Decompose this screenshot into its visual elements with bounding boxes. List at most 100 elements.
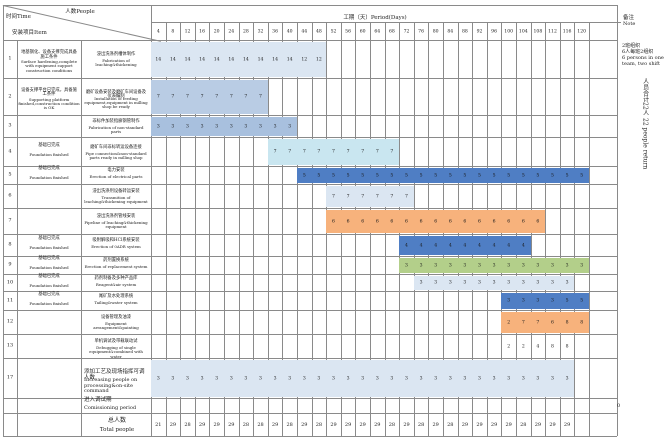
total-count: 28 bbox=[388, 421, 396, 428]
row-task-cn: 电力安装 bbox=[107, 168, 125, 173]
crew-count: 3 bbox=[507, 263, 511, 268]
crew-count: 3 bbox=[565, 376, 569, 381]
crew-count: 6 bbox=[478, 219, 481, 224]
row-item-cn: 设备支撑平台已完成，具备施工条件 bbox=[21, 87, 77, 98]
grid-vline bbox=[559, 22, 561, 436]
day-label: 40 bbox=[286, 29, 293, 35]
crew-count: 3 bbox=[405, 263, 408, 268]
day-label: 44 bbox=[301, 29, 308, 35]
grid-hline bbox=[3, 166, 617, 167]
crew-count: 3 bbox=[361, 376, 365, 381]
total-count: 29 bbox=[563, 421, 571, 428]
day-label: 84 bbox=[447, 29, 454, 35]
crew-count: 5 bbox=[361, 173, 365, 178]
total-count: 28 bbox=[417, 421, 425, 428]
crew-count: 3 bbox=[507, 376, 511, 381]
grid-vline bbox=[589, 22, 590, 436]
crew-count: 3 bbox=[288, 376, 292, 381]
crew-count: 7 bbox=[375, 149, 379, 155]
grid-hline bbox=[3, 398, 617, 399]
crew-count: 14 bbox=[272, 57, 279, 62]
total-count: 28 bbox=[184, 421, 191, 428]
crew-count: 14 bbox=[257, 57, 264, 62]
crew-count: 3 bbox=[448, 280, 452, 286]
row-item-cn: 基础已完成 bbox=[38, 273, 60, 279]
row-number: 7 bbox=[8, 217, 12, 224]
task-bar bbox=[297, 168, 589, 183]
row-task-en: Debugging of single equipment&combined w… bbox=[89, 345, 143, 359]
task-bar bbox=[151, 80, 268, 114]
crew-count: 14 bbox=[199, 57, 206, 62]
row-item-en: Foundation finished bbox=[29, 300, 69, 306]
crew-count: 5 bbox=[463, 173, 467, 178]
day-label: 24 bbox=[228, 29, 235, 35]
total-count: 29 bbox=[476, 421, 483, 428]
grid-hline bbox=[3, 310, 617, 311]
task-bar bbox=[501, 293, 589, 309]
total-count: 29 bbox=[505, 421, 512, 428]
grid-hline bbox=[3, 137, 617, 138]
note-line-3: 6 persons in one bbox=[622, 55, 664, 61]
crew-count: 5 bbox=[405, 173, 408, 178]
crew-count: 5 bbox=[507, 173, 511, 178]
crew-count: 12 bbox=[315, 57, 322, 62]
task-bar bbox=[326, 210, 546, 233]
row-item-en: Foundation finished bbox=[29, 151, 69, 157]
row-task-cn: 添加工艺及现场指挥可调人数 bbox=[84, 369, 145, 382]
grid-hline bbox=[3, 256, 617, 257]
crew-count: 3 bbox=[551, 376, 554, 381]
total-count: 29 bbox=[271, 421, 279, 428]
crew-count: 3 bbox=[492, 263, 496, 268]
row-number: 9 bbox=[8, 261, 12, 268]
day-label: 96 bbox=[491, 29, 498, 35]
crew-count: 3 bbox=[405, 376, 408, 381]
crew-count: 5 bbox=[375, 173, 379, 178]
day-label: 32 bbox=[257, 29, 264, 35]
crew-count: 3 bbox=[551, 280, 554, 286]
crew-count: 4 bbox=[536, 344, 540, 349]
crew-count: 5 bbox=[580, 298, 584, 304]
grid-hline bbox=[3, 40, 617, 41]
task-bar bbox=[413, 276, 575, 290]
crew-count: 3 bbox=[171, 376, 175, 381]
task-bar bbox=[267, 139, 400, 165]
total-label-en: Total people bbox=[99, 427, 135, 433]
day-label: 100 bbox=[504, 29, 514, 35]
period-label: 工期（天）Period(Days) bbox=[343, 15, 407, 21]
crew-count: 14 bbox=[242, 57, 249, 62]
item-label: 安装项目Item bbox=[12, 30, 47, 36]
row-number: 12 bbox=[6, 318, 14, 325]
crew-count: 3 bbox=[507, 298, 511, 304]
crew-count: 3 bbox=[229, 376, 233, 381]
crew-count: 7 bbox=[390, 194, 394, 199]
grid-vline bbox=[297, 22, 298, 436]
grid-hline bbox=[3, 234, 617, 235]
crew-count: 4 bbox=[507, 243, 511, 248]
crew-count: 3 bbox=[332, 376, 335, 381]
crew-count: 7 bbox=[288, 149, 292, 155]
crew-count: 7 bbox=[346, 194, 350, 199]
crew-count: 8 bbox=[551, 344, 554, 349]
crew-count: 3 bbox=[463, 280, 467, 286]
crew-count: 14 bbox=[155, 57, 162, 62]
row-task-cn: 非标件加装指廊钢管制作 bbox=[92, 119, 140, 124]
crew-count: 7 bbox=[405, 194, 408, 199]
row-number: 13 bbox=[6, 342, 14, 349]
grid-hline bbox=[3, 115, 617, 116]
total-label-cn: 总人数 bbox=[107, 417, 127, 424]
crew-count: 5 bbox=[419, 173, 423, 178]
crew-count: 7 bbox=[390, 149, 394, 155]
day-label: 112 bbox=[548, 29, 557, 35]
grid-vline bbox=[81, 40, 82, 436]
crew-count: 7 bbox=[229, 94, 233, 100]
grid-hline bbox=[3, 78, 617, 79]
row-item-en: Foundation finished bbox=[29, 175, 69, 180]
day-label: 116 bbox=[562, 29, 572, 35]
crew-count: 3 bbox=[551, 263, 554, 268]
grid-vline bbox=[545, 22, 546, 436]
day-label: 20 bbox=[213, 29, 220, 35]
crew-count: 3 bbox=[478, 263, 481, 268]
total-count: 29 bbox=[301, 421, 308, 428]
row-number: 6 bbox=[8, 192, 12, 199]
crew-count: 7 bbox=[332, 194, 335, 199]
